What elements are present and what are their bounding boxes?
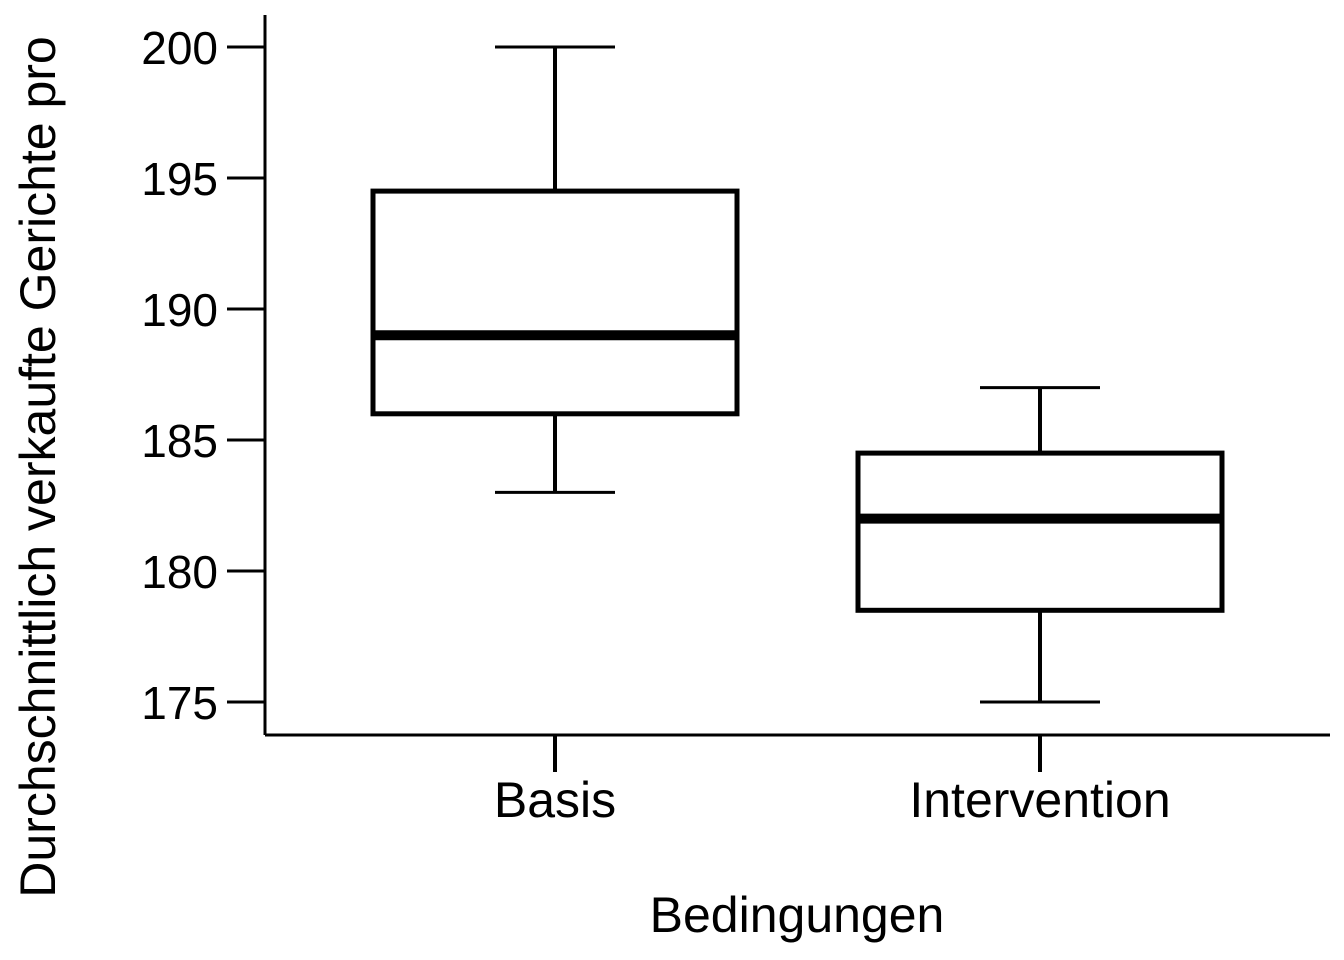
box-intervention [855,386,1225,704]
iqr-box [855,450,1225,613]
x-ticks: Basis Intervention [494,735,1171,828]
y-tick-label: 180 [141,546,218,598]
y-tick-label: 175 [141,677,218,729]
boxes [370,45,1225,704]
y-tick-label: 195 [141,153,218,205]
box-basis [370,45,740,494]
y-axis-title: Durchschnittlich verkaufte Gerichte pro [10,36,66,897]
x-axis-title: Bedingungen [650,887,945,943]
y-tick-label: 190 [141,284,218,336]
y-tick-label: 200 [141,22,218,74]
y-tick-label: 185 [141,415,218,467]
x-tick-label: Intervention [909,772,1170,828]
y-ticks: 200 195 190 185 180 175 [141,22,265,729]
iqr-box [370,188,740,417]
x-tick-label: Basis [494,772,616,828]
